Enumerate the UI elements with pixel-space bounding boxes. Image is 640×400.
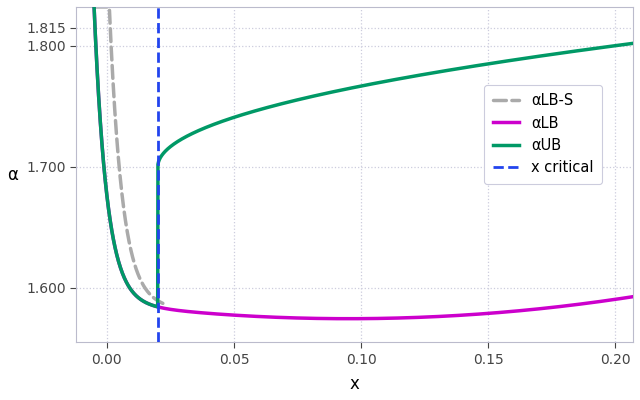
- αLB-S: [159, 301, 166, 306]
- αUB: [513, 57, 521, 62]
- αLB: [345, 316, 353, 321]
- αLB: [349, 316, 356, 321]
- Legend: αLB-S, αLB, αUB, x critical: αLB-S, αLB, αUB, x critical: [484, 85, 602, 184]
- αLB: [613, 297, 621, 302]
- αUB: [154, 304, 161, 309]
- Line: αLB: αLB: [86, 0, 633, 319]
- αLB-S: [157, 300, 165, 305]
- αLB-S: [124, 229, 131, 234]
- Line: αUB: αUB: [86, 0, 633, 307]
- αLB: [614, 297, 621, 302]
- αLB-S: [127, 250, 135, 254]
- αUB: [349, 85, 356, 90]
- αUB: [614, 43, 621, 48]
- αUB: [613, 43, 621, 48]
- αLB-S: [123, 227, 131, 232]
- αLB-S: [147, 292, 154, 297]
- αLB-S: [131, 263, 139, 268]
- αLB: [334, 316, 342, 321]
- X-axis label: x: x: [350, 375, 360, 393]
- αUB: [334, 88, 342, 93]
- αUB: [629, 41, 637, 46]
- αLB-S: [90, 4, 98, 9]
- Line: αLB-S: αLB-S: [94, 7, 163, 303]
- αLB: [629, 294, 637, 299]
- αLB: [111, 242, 118, 247]
- αUB: [111, 242, 118, 247]
- αLB: [513, 308, 521, 313]
- Y-axis label: α: α: [7, 166, 18, 184]
